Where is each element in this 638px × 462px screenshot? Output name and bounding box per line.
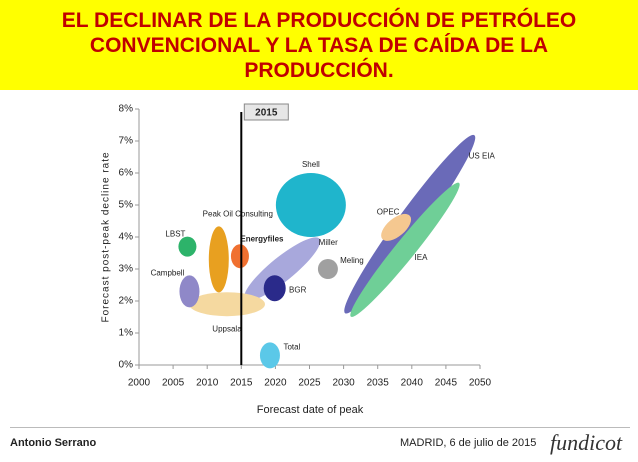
- forecast-ellipse: [208, 226, 229, 293]
- forecast-ellipse: [263, 275, 286, 302]
- year-marker-label: 2015: [255, 108, 278, 119]
- x-tick-label: 2010: [196, 378, 219, 389]
- forecast-label: Meling: [340, 256, 364, 265]
- x-tick-label: 2035: [367, 378, 390, 389]
- x-tick-label: 2030: [332, 378, 355, 389]
- y-tick-label: 4%: [119, 232, 134, 243]
- forecast-label: US EIA: [469, 151, 496, 160]
- x-tick-label: 2020: [264, 378, 287, 389]
- forecast-label: BGR: [289, 285, 307, 294]
- forecast-ellipse: [259, 342, 280, 369]
- footer-rule: [10, 427, 630, 428]
- y-tick-label: 6%: [119, 168, 134, 179]
- slide-title: EL DECLINAR DE LA PRODUCCIÓN DE PETRÓLEO…: [61, 8, 577, 82]
- x-tick-label: 2000: [128, 378, 151, 389]
- y-tick-label: 3%: [119, 264, 134, 275]
- y-tick-label: 1%: [119, 328, 134, 339]
- forecast-ellipse: [178, 236, 197, 257]
- x-tick-label: 2005: [162, 378, 185, 389]
- x-axis-title: Forecast date of peak: [257, 404, 364, 416]
- forecast-label: Uppsala: [212, 324, 242, 333]
- chart: Forecast date of peak Forecast post-peak…: [101, 103, 496, 416]
- forecast-label: Total: [283, 343, 300, 352]
- x-tick-label: 2050: [469, 378, 492, 389]
- forecast-label: Energyfiles: [240, 234, 284, 243]
- forecast-ellipse: [244, 237, 321, 301]
- forecast-ellipse: [230, 244, 249, 269]
- forecast-ellipse: [317, 259, 338, 279]
- x-tick-label: 2025: [298, 378, 321, 389]
- y-axis-title: Forecast post-peak decline rate: [101, 151, 112, 322]
- forecast-ellipse: [381, 213, 412, 241]
- forecast-label: IEA: [415, 253, 429, 262]
- forecast-label: Shell: [302, 160, 320, 169]
- footer-author: Antonio Serrano: [10, 437, 97, 449]
- title-banner: EL DECLINAR DE LA PRODUCCIÓN DE PETRÓLEO…: [0, 0, 638, 90]
- y-tick-label: 0%: [119, 360, 134, 371]
- y-tick-label: 5%: [119, 200, 134, 211]
- forecast-label: LBST: [165, 230, 185, 239]
- x-tick-label: 2015: [230, 378, 253, 389]
- y-tick-label: 8%: [119, 104, 134, 115]
- y-tick-label: 7%: [119, 136, 134, 147]
- x-tick-label: 2045: [435, 378, 458, 389]
- forecast-ellipse: [350, 182, 460, 317]
- forecast-ellipse: [188, 292, 265, 317]
- forecast-ellipse: [179, 275, 200, 308]
- forecast-label: OPEC: [377, 208, 400, 217]
- forecast-label: Peak Oil Consulting: [203, 210, 273, 219]
- year-marker-box: [243, 103, 289, 121]
- footer-logo: fundicot: [550, 430, 623, 455]
- x-tick-label: 2040: [401, 378, 424, 389]
- forecast-label: Miller: [319, 238, 338, 247]
- footer-place-date: MADRID, 6 de julio de 2015: [400, 437, 537, 449]
- forecast-ellipse: [275, 173, 346, 237]
- y-tick-label: 2%: [119, 296, 134, 307]
- forecast-label: Campbell: [151, 269, 185, 278]
